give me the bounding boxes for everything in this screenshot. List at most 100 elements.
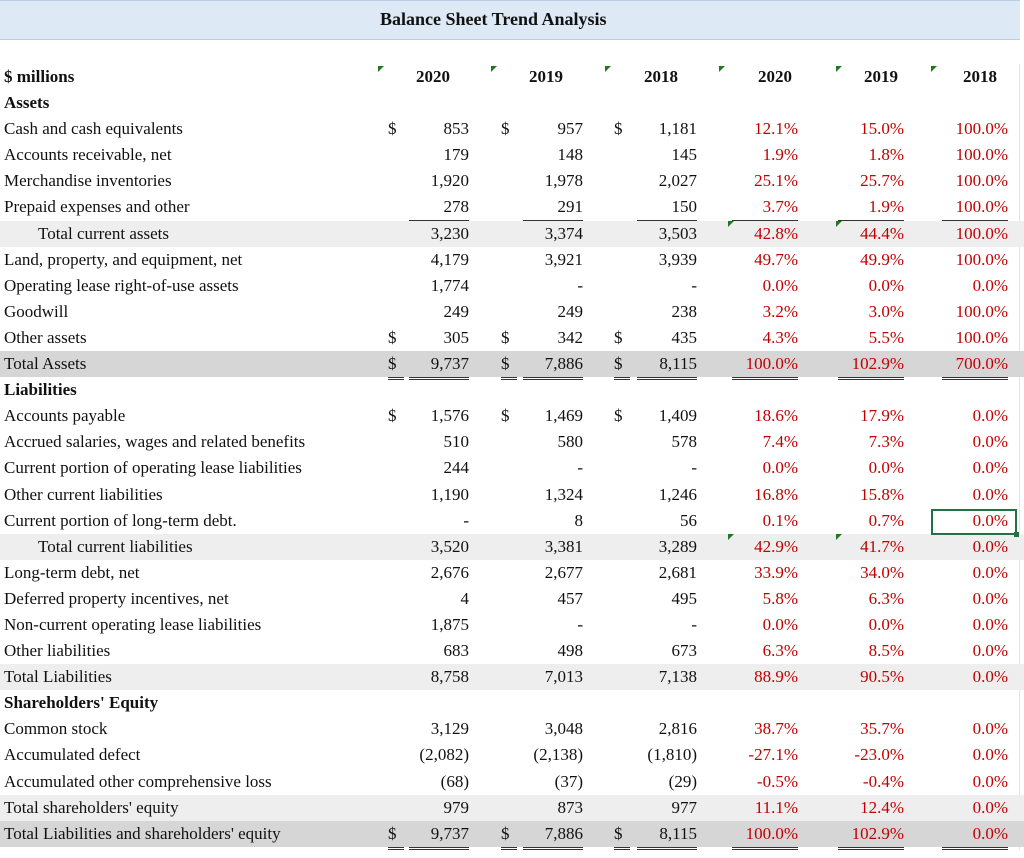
percent-cell[interactable]: 0.0% (972, 614, 1008, 634)
percent-cell[interactable]: 100.0% (955, 249, 1008, 269)
percent-cell[interactable]: -23.0% (854, 745, 904, 765)
amount-cell[interactable]: 249 (443, 301, 470, 321)
percent-cell[interactable]: 0.0% (868, 614, 904, 634)
percent-cell[interactable]: 15.8% (860, 484, 904, 504)
row-label[interactable]: Other current liabilities (4, 484, 163, 504)
amount-cell[interactable]: 673 (637, 638, 697, 666)
amount-cell[interactable]: 7,013 (544, 667, 583, 687)
percent-cell[interactable]: 17.9% (860, 406, 904, 426)
amount-cell[interactable]: 150 (637, 194, 697, 222)
row-label[interactable]: Long-term debt, net (4, 562, 140, 582)
percent-cell[interactable]: 0.0% (942, 769, 1008, 796)
amount-year-header[interactable]: 2020 (416, 67, 450, 86)
row-label[interactable]: Non-current operating lease liabilities (4, 614, 262, 634)
percent-cell[interactable]: 100.0% (732, 821, 798, 850)
percent-cell[interactable]: 49.9% (860, 249, 904, 269)
percent-cell[interactable]: 38.7% (754, 719, 798, 739)
amount-cell[interactable]: 291 (523, 194, 583, 222)
percent-cell[interactable]: 3.0% (868, 301, 904, 321)
percent-cell[interactable]: 3.2% (762, 301, 798, 321)
row-label[interactable]: Accrued salaries, wages and related bene… (4, 432, 306, 452)
row-label[interactable]: Total shareholders' equity (4, 797, 179, 817)
amount-cell[interactable]: 498 (523, 638, 583, 666)
percent-cell[interactable]: 12.4% (838, 795, 904, 822)
percent-cell[interactable]: -0.5% (732, 769, 798, 796)
row-label[interactable]: Accumulated defect (4, 745, 141, 765)
percent-cell[interactable]: 4.3% (732, 325, 798, 352)
amount-cell[interactable]: 873 (523, 795, 583, 822)
amount-cell[interactable]: - (577, 458, 583, 478)
amount-cell[interactable]: 2,676 (430, 562, 469, 582)
row-label[interactable]: Prepaid expenses and other (4, 197, 190, 217)
amount-cell[interactable]: 305 (409, 325, 469, 352)
amount-cell[interactable]: 457 (557, 588, 584, 608)
row-label[interactable]: Deferred property incentives, net (4, 588, 229, 608)
percent-year-header[interactable]: 2020 (758, 67, 792, 86)
percent-cell[interactable]: 18.6% (754, 406, 798, 426)
row-label[interactable]: Other liabilities (4, 641, 111, 661)
percent-cell[interactable]: 1.9% (838, 194, 904, 222)
percent-cell[interactable]: 0.0% (868, 458, 904, 478)
amount-cell[interactable]: 1,469 (544, 406, 583, 426)
amount-cell[interactable]: 244 (443, 458, 470, 478)
amount-cell[interactable]: - (691, 614, 697, 634)
amount-cell[interactable]: 510 (443, 432, 470, 452)
row-label[interactable]: Total Liabilities (4, 667, 112, 687)
percent-cell[interactable]: 42.9% (754, 536, 798, 556)
amount-cell[interactable]: 1,774 (430, 275, 469, 295)
percent-cell[interactable]: 3.7% (732, 194, 798, 222)
amount-cell[interactable]: 8,758 (430, 667, 469, 687)
percent-cell[interactable]: 0.0% (942, 795, 1008, 822)
amount-cell[interactable]: 2,681 (658, 562, 697, 582)
amount-cell[interactable]: 8 (523, 508, 583, 535)
amount-cell[interactable]: (1,810) (647, 745, 697, 765)
row-label[interactable]: Current portion of operating lease liabi… (4, 458, 302, 478)
row-label[interactable]: Total current liabilities (38, 536, 193, 556)
amount-cell[interactable]: 1,190 (430, 484, 469, 504)
amount-cell[interactable]: 7,886 (523, 351, 583, 381)
amount-cell[interactable]: 145 (671, 145, 698, 165)
percent-cell[interactable]: 49.7% (754, 249, 798, 269)
row-label[interactable]: Goodwill (4, 301, 69, 321)
row-label[interactable]: Total current assets (38, 223, 169, 243)
percent-cell[interactable]: 90.5% (860, 667, 904, 687)
row-label[interactable]: Accounts payable (4, 406, 126, 426)
amount-cell[interactable]: 580 (557, 432, 584, 452)
percent-cell[interactable]: 11.1% (732, 795, 798, 822)
amount-cell[interactable]: (37) (523, 769, 583, 796)
percent-cell[interactable]: 7.4% (762, 432, 798, 452)
amount-cell[interactable]: 3,520 (430, 536, 469, 556)
percent-cell[interactable]: 102.9% (838, 351, 904, 381)
percent-cell[interactable]: 6.3% (868, 588, 904, 608)
percent-cell[interactable]: 33.9% (754, 562, 798, 582)
row-label[interactable]: Other assets (4, 327, 87, 347)
amount-cell[interactable]: 4,179 (430, 249, 469, 269)
row-label[interactable]: Land, property, and equipment, net (4, 249, 243, 269)
percent-cell[interactable]: 5.5% (838, 325, 904, 352)
amount-cell[interactable]: - (691, 275, 697, 295)
amount-cell[interactable]: (68) (409, 769, 469, 796)
amount-cell[interactable]: 3,939 (658, 249, 697, 269)
amount-cell[interactable]: 3,374 (544, 223, 583, 243)
amount-cell[interactable]: - (409, 508, 469, 535)
amount-cell[interactable]: 8,115 (637, 351, 697, 381)
percent-year-header[interactable]: 2018 (963, 67, 997, 86)
percent-cell[interactable]: 100.0% (955, 171, 1008, 191)
percent-cell[interactable]: 1.8% (868, 145, 904, 165)
percent-cell[interactable]: 5.8% (762, 588, 798, 608)
amount-cell[interactable]: 3,129 (430, 719, 469, 739)
amount-cell[interactable]: 3,921 (544, 249, 583, 269)
percent-cell[interactable]: 0.0% (972, 667, 1008, 687)
amount-cell[interactable]: 1,920 (430, 171, 469, 191)
section-heading[interactable]: Liabilities (4, 380, 77, 400)
percent-cell[interactable]: 0.0% (972, 458, 1008, 478)
amount-cell[interactable]: 1,324 (544, 484, 583, 504)
amount-cell[interactable]: 3,503 (658, 223, 697, 243)
percent-cell[interactable]: 0.0% (972, 536, 1008, 556)
amount-cell[interactable]: 1,576 (430, 406, 469, 426)
amount-cell[interactable]: - (577, 275, 583, 295)
percent-year-header[interactable]: 2019 (864, 67, 898, 86)
amount-cell[interactable]: 2,816 (658, 719, 697, 739)
percent-cell[interactable]: -27.1% (748, 745, 798, 765)
percent-cell[interactable]: 0.0% (972, 588, 1008, 608)
